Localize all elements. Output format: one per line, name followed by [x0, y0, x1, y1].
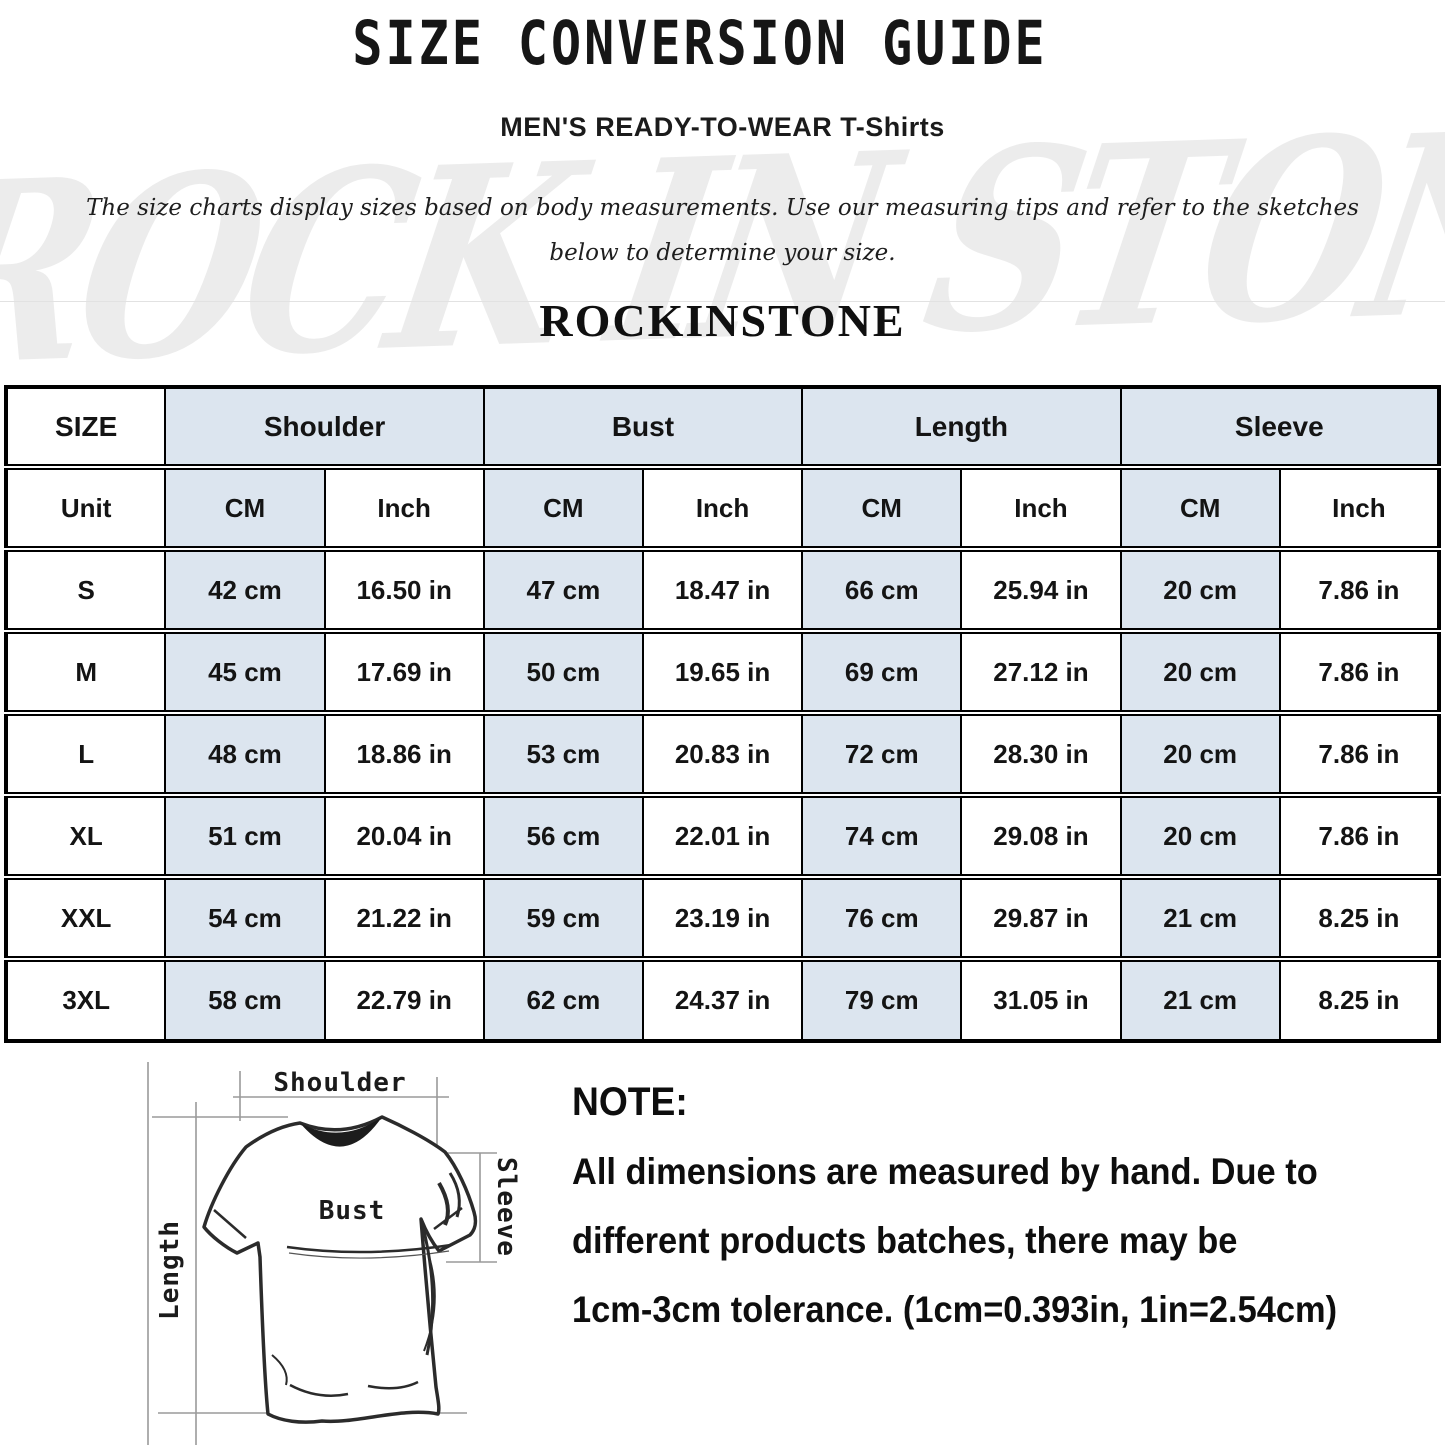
measure-cell: 54 cm: [164, 874, 326, 960]
size-cell: L: [4, 710, 167, 796]
collar: [300, 1117, 382, 1147]
header-bust: Bust: [482, 386, 804, 468]
note-heading: NOTE:: [572, 1080, 688, 1124]
measure-cell: 7.86 in: [1278, 628, 1441, 714]
measure-cell: 29.08 in: [960, 792, 1122, 878]
unit-cell: CM: [1119, 464, 1281, 550]
note-section: NOTE: All dimensions are measured by han…: [572, 1080, 1372, 1358]
table-header-row: SIZE Shoulder Bust Length Sleeve: [4, 386, 1441, 468]
measure-cell: 79 cm: [801, 956, 963, 1042]
table-row-l: L 48 cm 18.86 in 53 cm 20.83 in 72 cm 28…: [4, 710, 1441, 796]
header-shoulder: Shoulder: [164, 386, 485, 468]
measure-cell: 7.86 in: [1278, 792, 1441, 878]
measure-cell: 22.79 in: [323, 956, 485, 1042]
measure-cell: 21 cm: [1119, 874, 1281, 960]
measure-cell: 20.04 in: [323, 792, 485, 878]
unit-cell: CM: [482, 464, 644, 550]
measure-cell: 25.94 in: [960, 546, 1122, 632]
measure-cell: 16.50 in: [323, 546, 485, 632]
measure-cell: 21.22 in: [323, 874, 485, 960]
measure-cell: 66 cm: [801, 546, 963, 632]
unit-row: Unit CM Inch CM Inch CM Inch CM Inch: [4, 464, 1441, 550]
divider-line: [0, 301, 1445, 302]
measure-cell: 22.01 in: [641, 792, 804, 878]
measure-cell: 20.83 in: [641, 710, 804, 796]
page-subtitle: MEN'S READY-TO-WEAR T-Shirts: [500, 112, 945, 142]
tshirt-diagram: Shoulder Bust Length Sleeve: [140, 1055, 590, 1445]
measure-cell: 20 cm: [1119, 628, 1281, 714]
measure-cell: 31.05 in: [960, 956, 1122, 1042]
measure-cell: 8.25 in: [1278, 956, 1441, 1042]
header-sleeve: Sleeve: [1119, 386, 1441, 468]
unit-cell: CM: [801, 464, 963, 550]
measure-cell: 19.65 in: [641, 628, 804, 714]
note-line-3: 1cm-3cm tolerance. (1cm=0.393in, 1in=2.5…: [572, 1289, 1338, 1330]
measure-cell: 21 cm: [1119, 956, 1281, 1042]
table-row-m: M 45 cm 17.69 in 50 cm 19.65 in 69 cm 27…: [4, 628, 1441, 714]
measure-cell: 8.25 in: [1278, 874, 1441, 960]
unit-label: Unit: [4, 464, 167, 550]
measure-cell: 74 cm: [801, 792, 963, 878]
measure-cell: 18.47 in: [641, 546, 804, 632]
tshirt-outline: [202, 1115, 478, 1424]
description-text: The size charts display sizes based on b…: [0, 186, 1445, 276]
measure-cell: 47 cm: [482, 546, 644, 632]
table-row-xl: XL 51 cm 20.04 in 56 cm 22.01 in 74 cm 2…: [4, 792, 1441, 878]
description-line-2: below to determine your size.: [549, 240, 896, 266]
note-line-2: different products batches, there may be: [572, 1220, 1238, 1261]
measure-cell: 18.86 in: [323, 710, 485, 796]
measure-cell: 29.87 in: [960, 874, 1122, 960]
diagram-label-bust: Bust: [319, 1196, 386, 1226]
page-title: SIZE CONVERSION GUIDE: [352, 8, 1048, 79]
table-row-s: S 42 cm 16.50 in 47 cm 18.47 in 66 cm 25…: [4, 546, 1441, 632]
measure-cell: 50 cm: [482, 628, 644, 714]
sketch-details: [213, 1172, 463, 1397]
size-conversion-table: SIZE Shoulder Bust Length Sleeve Unit CM…: [4, 385, 1441, 1043]
brand-name: ROCKINSTONE: [539, 295, 906, 346]
measure-cell: 69 cm: [801, 628, 963, 714]
measure-cell: 23.19 in: [641, 874, 804, 960]
measure-cell: 7.86 in: [1278, 710, 1441, 796]
note-line-1: All dimensions are measured by hand. Due…: [572, 1151, 1318, 1192]
measure-cell: 45 cm: [164, 628, 326, 714]
size-cell: XXL: [4, 874, 167, 960]
table-row-3xl: 3XL 58 cm 22.79 in 62 cm 24.37 in 79 cm …: [4, 956, 1441, 1042]
diagram-label-sleeve: Sleeve: [491, 1157, 521, 1257]
measure-cell: 42 cm: [164, 546, 326, 632]
measure-cell: 24.37 in: [641, 956, 804, 1042]
measure-cell: 53 cm: [482, 710, 644, 796]
measure-cell: 76 cm: [801, 874, 963, 960]
size-cell: 3XL: [4, 956, 167, 1042]
measure-cell: 28.30 in: [960, 710, 1122, 796]
measure-cell: 17.69 in: [323, 628, 485, 714]
unit-cell: Inch: [323, 464, 485, 550]
measure-cell: 62 cm: [482, 956, 644, 1042]
measure-cell: 51 cm: [164, 792, 326, 878]
unit-cell: Inch: [1278, 464, 1441, 550]
unit-cell: Inch: [960, 464, 1122, 550]
measure-cell: 7.86 in: [1278, 546, 1441, 632]
diagram-label-shoulder: Shoulder: [273, 1068, 406, 1098]
size-cell: M: [4, 628, 167, 714]
measure-cell: 56 cm: [482, 792, 644, 878]
measure-cell: 59 cm: [482, 874, 644, 960]
measure-cell: 72 cm: [801, 710, 963, 796]
unit-cell: CM: [164, 464, 326, 550]
measure-cell: 48 cm: [164, 710, 326, 796]
measure-cell: 20 cm: [1119, 710, 1281, 796]
unit-cell: Inch: [641, 464, 804, 550]
header-size: SIZE: [4, 386, 167, 468]
measure-cell: 20 cm: [1119, 792, 1281, 878]
measure-cell: 20 cm: [1119, 546, 1281, 632]
measure-cell: 58 cm: [164, 956, 326, 1042]
measure-cell: 27.12 in: [960, 628, 1122, 714]
description-line-1: The size charts display sizes based on b…: [86, 195, 1359, 221]
diagram-label-length: Length: [155, 1220, 185, 1320]
size-cell: S: [4, 546, 167, 632]
size-cell: XL: [4, 792, 167, 878]
header-length: Length: [801, 386, 1122, 468]
table-row-xxl: XXL 54 cm 21.22 in 59 cm 23.19 in 76 cm …: [4, 874, 1441, 960]
